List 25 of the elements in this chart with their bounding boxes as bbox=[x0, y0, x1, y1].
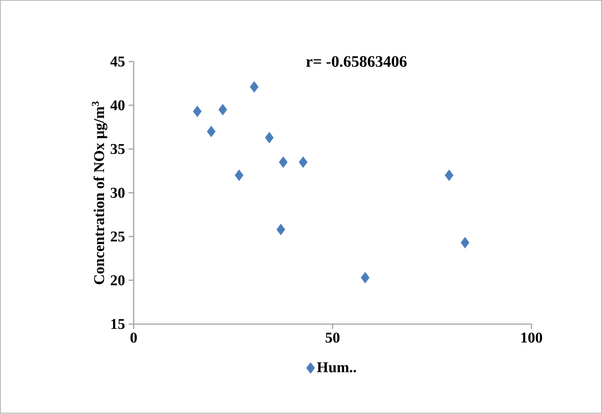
point bbox=[276, 224, 286, 236]
y-tick-label: 15 bbox=[111, 319, 125, 330]
point bbox=[360, 272, 370, 284]
x-tick-label: 100 bbox=[521, 332, 542, 343]
legend-label: Hum.. bbox=[316, 362, 356, 373]
point bbox=[218, 104, 228, 116]
y-tick-label: 20 bbox=[110, 275, 125, 286]
point bbox=[192, 106, 202, 118]
y-tick-label: 40 bbox=[110, 100, 125, 111]
y-axis-title: Concentration of NOx μg/m$^{3}$ bbox=[92, 102, 108, 284]
point bbox=[250, 81, 259, 93]
point bbox=[298, 156, 308, 168]
y-tick-label: 25 bbox=[110, 232, 125, 242]
y-tick-label: 30 bbox=[110, 188, 125, 198]
point bbox=[264, 132, 274, 144]
point bbox=[234, 170, 244, 182]
x-tick-label: 50 bbox=[326, 332, 340, 343]
point bbox=[206, 126, 216, 138]
y-tick-label: 35 bbox=[110, 144, 125, 154]
annotation: r= -0.65863406 bbox=[306, 56, 407, 68]
point bbox=[444, 170, 454, 182]
point bbox=[278, 156, 288, 168]
y-tick-label: 45 bbox=[110, 56, 125, 67]
x-tick-label: 0 bbox=[130, 332, 137, 343]
point bbox=[460, 237, 470, 249]
